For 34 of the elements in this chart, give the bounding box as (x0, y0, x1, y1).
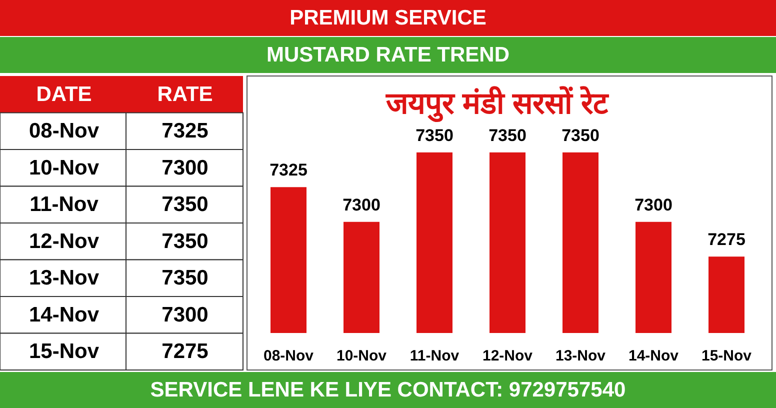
annotation: DATE (36, 82, 92, 106)
data-label: 7350 (162, 230, 208, 253)
table-date: 10-Nov (28, 156, 100, 180)
x-tick: 13-Nov (555, 348, 606, 364)
data-label: 7325 (270, 160, 308, 180)
table-date: 15-Nov (28, 340, 100, 364)
data-label: 7350 (162, 266, 208, 290)
x-tick: 12-Nov (482, 348, 533, 364)
data-label: 7275 (708, 230, 746, 250)
title: जयपुर मंडी सरसों रेट (386, 88, 608, 120)
data-label: 7350 (562, 126, 600, 145)
table-date: 12-Nov (28, 230, 100, 253)
table-date: 13-Nov (28, 266, 100, 290)
table-date: 11-Nov (30, 193, 98, 216)
x-tick: 08-Nov (263, 348, 314, 364)
annotation: SERVICE LENE KE LIYE CONTACT: 9729757540 (150, 378, 626, 402)
data-label: 7350 (488, 126, 526, 145)
data-label: 7325 (162, 120, 208, 143)
data-label: 7300 (162, 156, 208, 180)
title: PREMIUM SERVICE (290, 6, 486, 30)
data-label: 7300 (634, 195, 672, 214)
x-tick: 11-Nov (410, 348, 460, 364)
data-label: 7350 (162, 193, 208, 216)
data-label: 7275 (162, 340, 208, 364)
data-label: 7300 (162, 303, 208, 326)
annotation: RATE (157, 82, 213, 106)
x-tick: 14-Nov (628, 348, 679, 364)
table-date: 08-Nov (28, 120, 100, 143)
subtitle: MUSTARD RATE TREND (266, 44, 510, 66)
data-label: 7350 (416, 126, 454, 145)
x-tick: 15-Nov (701, 348, 752, 364)
x-tick: 10-Nov (336, 348, 387, 364)
data-label: 7300 (342, 195, 380, 214)
table-date: 14-Nov (28, 303, 100, 326)
